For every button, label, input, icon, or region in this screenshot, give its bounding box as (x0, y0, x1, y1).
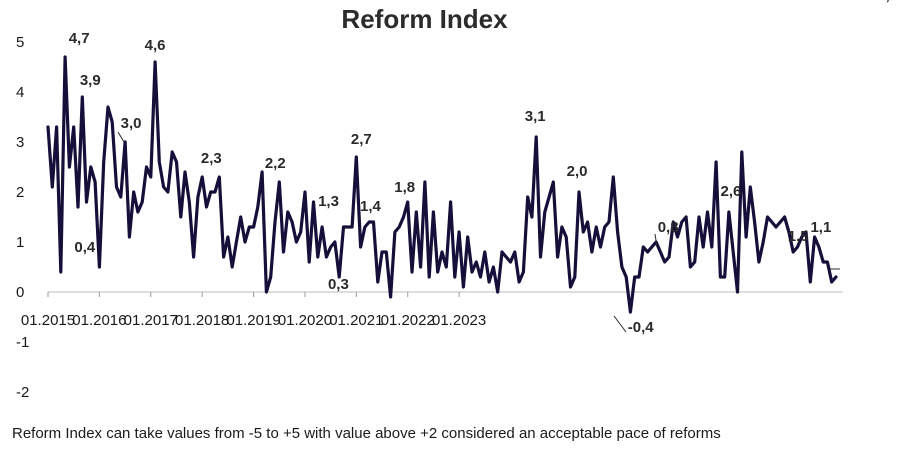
data-label-leader (654, 233, 658, 248)
x-tick-label: 01.2018 (175, 312, 229, 329)
x-tick-label: 01.2021 (329, 312, 383, 329)
data-labels: 4,7 0,4 3,9 3,0 4,6 2,3 2,2 0,3 1,3 2,7 1,4 1,8 3,1 2… (69, 0, 897, 336)
y-tick-label: 5 (16, 34, 24, 51)
y-tick-label: 3 (16, 134, 24, 151)
data-label-leader (613, 315, 627, 333)
x-tick-label: 01.2016 (72, 312, 126, 329)
data-label: 3,1 (525, 108, 546, 125)
data-label: 1,1 (810, 219, 831, 236)
series-group (46, 55, 838, 314)
y-axis-ticks: 5 4 3 2 1 0 -1 -2 (16, 34, 29, 401)
data-label: 0,3 (328, 276, 349, 293)
data-label: 3,0 (121, 115, 142, 132)
data-label: 2,3 (201, 150, 222, 167)
chart-footnote: Reform Index can take values from -5 to … (12, 425, 721, 442)
x-tick-label: 01.2015 (21, 312, 75, 329)
data-label: -0,4 (628, 319, 655, 336)
x-tick-label: 01.2020 (278, 312, 332, 329)
data-label: 2,2 (265, 155, 286, 172)
data-label: 1,4 (360, 198, 382, 215)
data-label: 0,4 (74, 239, 96, 256)
data-label: 2,7 (351, 131, 372, 148)
chart-title: Reform Index (341, 4, 508, 34)
y-tick-label: 0 (16, 284, 24, 301)
reform-index-series-line (46, 55, 838, 314)
data-label: 4,6 (145, 37, 166, 54)
y-tick-label: -1 (16, 334, 29, 351)
data-label: 0,8 (658, 219, 679, 236)
data-label: 4,7 (69, 30, 90, 47)
y-tick-label: -2 (16, 384, 29, 401)
data-label: 1,3 (318, 193, 339, 210)
x-axis-tickmarks (47, 292, 460, 297)
y-tick-label: 2 (16, 184, 24, 201)
data-label: 2,0 (567, 163, 588, 180)
x-tick-label: 01.2017 (124, 312, 178, 329)
data-label: 1,8 (394, 179, 415, 196)
data-label-leader (117, 131, 125, 143)
data-label: 3,9 (80, 72, 101, 89)
y-tick-label: 4 (16, 84, 24, 101)
x-tick-label: 01.2022 (381, 312, 435, 329)
x-tick-label: 01.2019 (226, 312, 280, 329)
x-tick-label: 01.2023 (432, 312, 486, 329)
data-label: 0,3 (877, 0, 897, 4)
x-axis-ticks: 01.201501.201601.201701.201801.201901.20… (21, 312, 486, 329)
data-label: 1,5 (788, 228, 809, 245)
data-label: 2,6 (721, 183, 742, 200)
y-tick-label: 1 (16, 234, 24, 251)
data-label-leaders (117, 131, 840, 333)
